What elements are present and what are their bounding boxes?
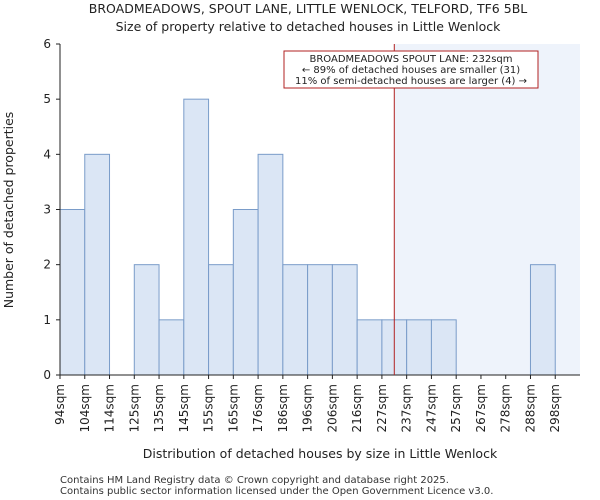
y-tick-label: 5 [43, 92, 51, 106]
footer-line-1: Contains HM Land Registry data © Crown c… [60, 475, 449, 486]
annotation-line-3: 11% of semi-detached houses are larger (… [295, 76, 527, 87]
x-tick-label: 186sqm [276, 384, 290, 432]
x-tick-label: 104sqm [78, 384, 92, 432]
y-axis-ticks: 0 1 2 3 4 5 6 [43, 37, 60, 382]
annotation-frame [283, 50, 539, 89]
annotation-line-2: ← 89% of detached houses are smaller (31… [302, 65, 520, 76]
bar-206sqm [331, 264, 358, 376]
x-tick-label: 206sqm [325, 384, 339, 432]
annotation-box: BROADMEADOWS SPOUT LANE: 232sqm ← 89% of… [283, 50, 539, 89]
x-tick-label: 165sqm [226, 384, 240, 432]
annotation-line-1: BROADMEADOWS SPOUT LANE: 232sqm [309, 54, 512, 65]
x-tick-label: 267sqm [474, 384, 488, 432]
y-tick-label: 3 [43, 203, 51, 217]
x-tick-label: 247sqm [424, 384, 438, 432]
x-tick-label: 125sqm [127, 384, 141, 432]
bar-165sqm [232, 209, 259, 376]
bar-94sqm [59, 209, 86, 376]
y-tick-label: 1 [43, 313, 51, 327]
bar-288sqm [529, 264, 556, 376]
bar-176sqm [257, 153, 284, 376]
y-tick-label: 6 [43, 37, 51, 51]
bar-155sqm [208, 264, 234, 376]
footer-line-2: Contains public sector information licen… [60, 486, 493, 497]
bar-104sqm [84, 153, 111, 376]
x-tick-label: 278sqm [499, 384, 513, 432]
y-axis-label: Number of detached properties [1, 112, 16, 309]
x-tick-label: 114sqm [103, 384, 117, 432]
x-axis-label: Distribution of detached houses by size … [143, 446, 498, 461]
bar-125sqm [133, 264, 160, 376]
x-tick-label: 216sqm [350, 384, 364, 432]
bar-196sqm [307, 264, 333, 376]
x-tick-label: 94sqm [53, 384, 67, 425]
x-tick-label: 257sqm [449, 384, 463, 432]
bar-135sqm [158, 319, 185, 376]
x-tick-label: 196sqm [301, 384, 315, 432]
bar-247sqm [430, 319, 457, 376]
x-tick-label: 135sqm [152, 384, 166, 432]
x-tick-label: 227sqm [375, 384, 389, 432]
bar-186sqm [282, 264, 309, 376]
bar-216sqm [356, 319, 383, 376]
bar-237sqm [406, 319, 432, 376]
chart-subtitle: Size of property relative to detached ho… [116, 19, 502, 34]
y-tick-label: 4 [43, 147, 51, 161]
x-tick-label: 176sqm [251, 384, 265, 432]
y-tick-label: 2 [43, 258, 51, 272]
x-axis-ticks: 94sqm 104sqm 114sqm 125sqm 135sqm 145sqm 155sq… [53, 375, 562, 432]
x-tick-label: 155sqm [202, 384, 216, 432]
x-tick-label: 145sqm [177, 384, 191, 432]
x-tick-label: 298sqm [548, 384, 562, 432]
x-tick-label: 288sqm [523, 384, 537, 432]
chart-title: BROADMEADOWS, SPOUT LANE, LITTLE WENLOCK… [89, 1, 528, 16]
bars-group [59, 98, 556, 376]
bar-145sqm [183, 98, 210, 376]
y-tick-label: 0 [43, 368, 51, 382]
x-tick-label: 237sqm [400, 384, 414, 432]
